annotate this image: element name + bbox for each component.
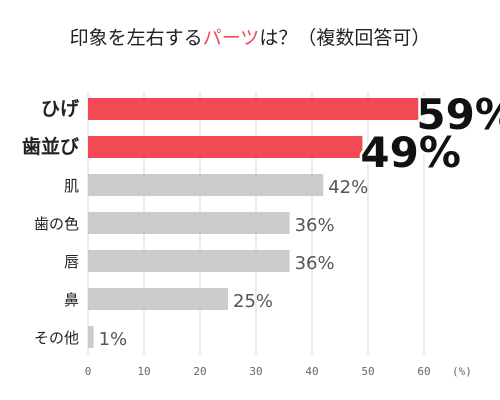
bars bbox=[88, 98, 419, 348]
category-label: ひげ bbox=[41, 98, 80, 120]
bar bbox=[88, 136, 363, 158]
value-label: 42% bbox=[328, 177, 368, 198]
category-label: 鼻 bbox=[64, 291, 79, 309]
value-label: 36% bbox=[295, 253, 335, 274]
title-text-after: は？（複数回答可） bbox=[259, 27, 430, 49]
x-tick-label: 10 bbox=[137, 365, 150, 378]
value-label: 1% bbox=[99, 329, 128, 350]
x-tick-label: 40 bbox=[305, 365, 318, 378]
bar bbox=[88, 98, 419, 120]
value-label: 25% bbox=[233, 291, 273, 312]
chart-title: 印象を左右するパーツは？（複数回答可） bbox=[70, 27, 431, 49]
bar bbox=[88, 250, 290, 272]
x-tick-label: 20 bbox=[193, 365, 206, 378]
x-tick-label: 50 bbox=[361, 365, 374, 378]
title-text-before: 印象を左右する bbox=[70, 27, 203, 49]
bar bbox=[88, 288, 228, 310]
value-label: 59% bbox=[416, 90, 500, 139]
x-axis-ticks: 0 10 20 30 40 50 60 bbox=[85, 365, 431, 378]
bar bbox=[88, 326, 94, 348]
category-label: その他 bbox=[34, 329, 79, 347]
value-labels: 59%49%42% 36% 36% 25% 1% bbox=[99, 88, 500, 351]
category-label: 歯の色 bbox=[34, 215, 79, 233]
svg-text:印象を左右するパーツは？（複数回答可）: 印象を左右するパーツは？（複数回答可） bbox=[70, 27, 431, 49]
value-label: 49% bbox=[360, 128, 461, 177]
category-label: 肌 bbox=[64, 177, 79, 195]
x-tick-label: 60 bbox=[417, 365, 430, 378]
bar bbox=[88, 212, 290, 234]
x-tick-label: 0 bbox=[85, 365, 92, 378]
category-label: 唇 bbox=[64, 253, 79, 271]
title-text-highlight: パーツ bbox=[203, 27, 260, 49]
x-tick-label: 30 bbox=[249, 365, 262, 378]
bar bbox=[88, 174, 324, 196]
value-label: 36% bbox=[295, 215, 335, 236]
x-axis-unit-label: (%) bbox=[452, 365, 472, 378]
category-label: 歯並び bbox=[22, 135, 79, 158]
